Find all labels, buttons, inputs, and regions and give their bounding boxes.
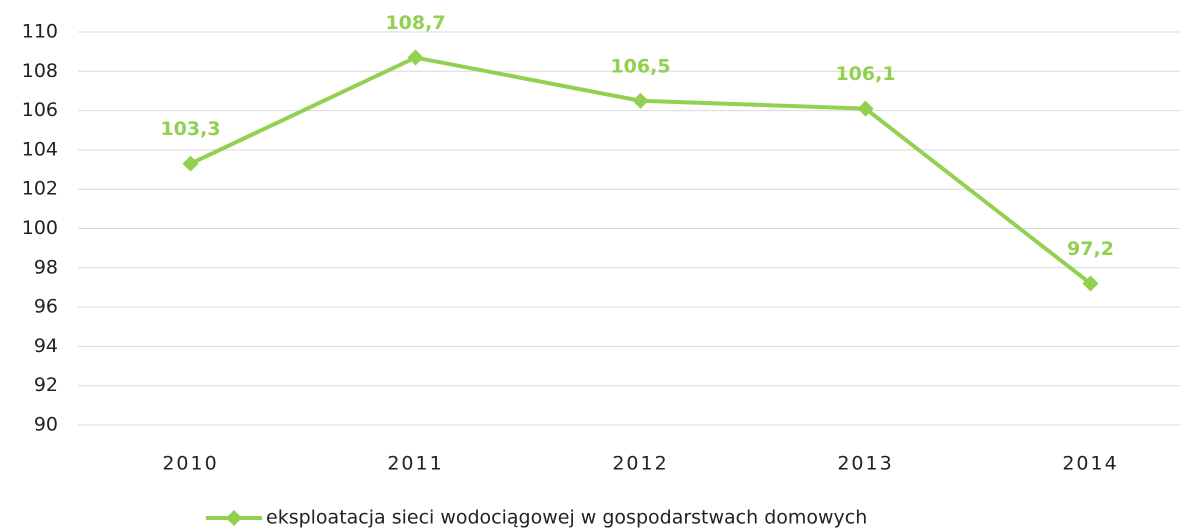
- y-tick-label: 90: [34, 414, 58, 436]
- series-line: [189, 55, 1092, 286]
- y-tick-label: 94: [34, 335, 58, 357]
- x-tick-label: 2012: [612, 453, 668, 475]
- y-tick-label: 92: [34, 374, 58, 396]
- value-label: 103,3: [160, 118, 220, 140]
- x-tick-label: 2011: [387, 453, 443, 475]
- legend-marker: [226, 510, 242, 526]
- y-tick-label: 106: [22, 99, 58, 121]
- y-tick-label: 102: [22, 178, 58, 200]
- marker: [857, 100, 874, 117]
- y-tick-label: 96: [34, 296, 58, 318]
- x-tick-label: 2010: [162, 453, 218, 475]
- marker: [1082, 275, 1099, 292]
- legend-label: eksploatacja sieci wodociągowej w gospod…: [266, 507, 867, 529]
- value-label: 106,1: [835, 63, 895, 85]
- x-tick-label: 2014: [1062, 453, 1118, 475]
- marker: [182, 155, 199, 172]
- x-tick-label: 2013: [837, 453, 893, 475]
- y-tick-label: 104: [22, 138, 58, 160]
- value-label: 106,5: [610, 55, 670, 77]
- value-label: 108,7: [385, 12, 445, 34]
- marker: [407, 49, 424, 66]
- y-tick-label: 98: [34, 256, 58, 278]
- value-label: 97,2: [1067, 238, 1114, 260]
- y-tick-label: 108: [22, 60, 58, 82]
- y-tick-label: 110: [22, 21, 58, 43]
- marker: [632, 92, 649, 109]
- y-tick-label: 100: [22, 217, 58, 239]
